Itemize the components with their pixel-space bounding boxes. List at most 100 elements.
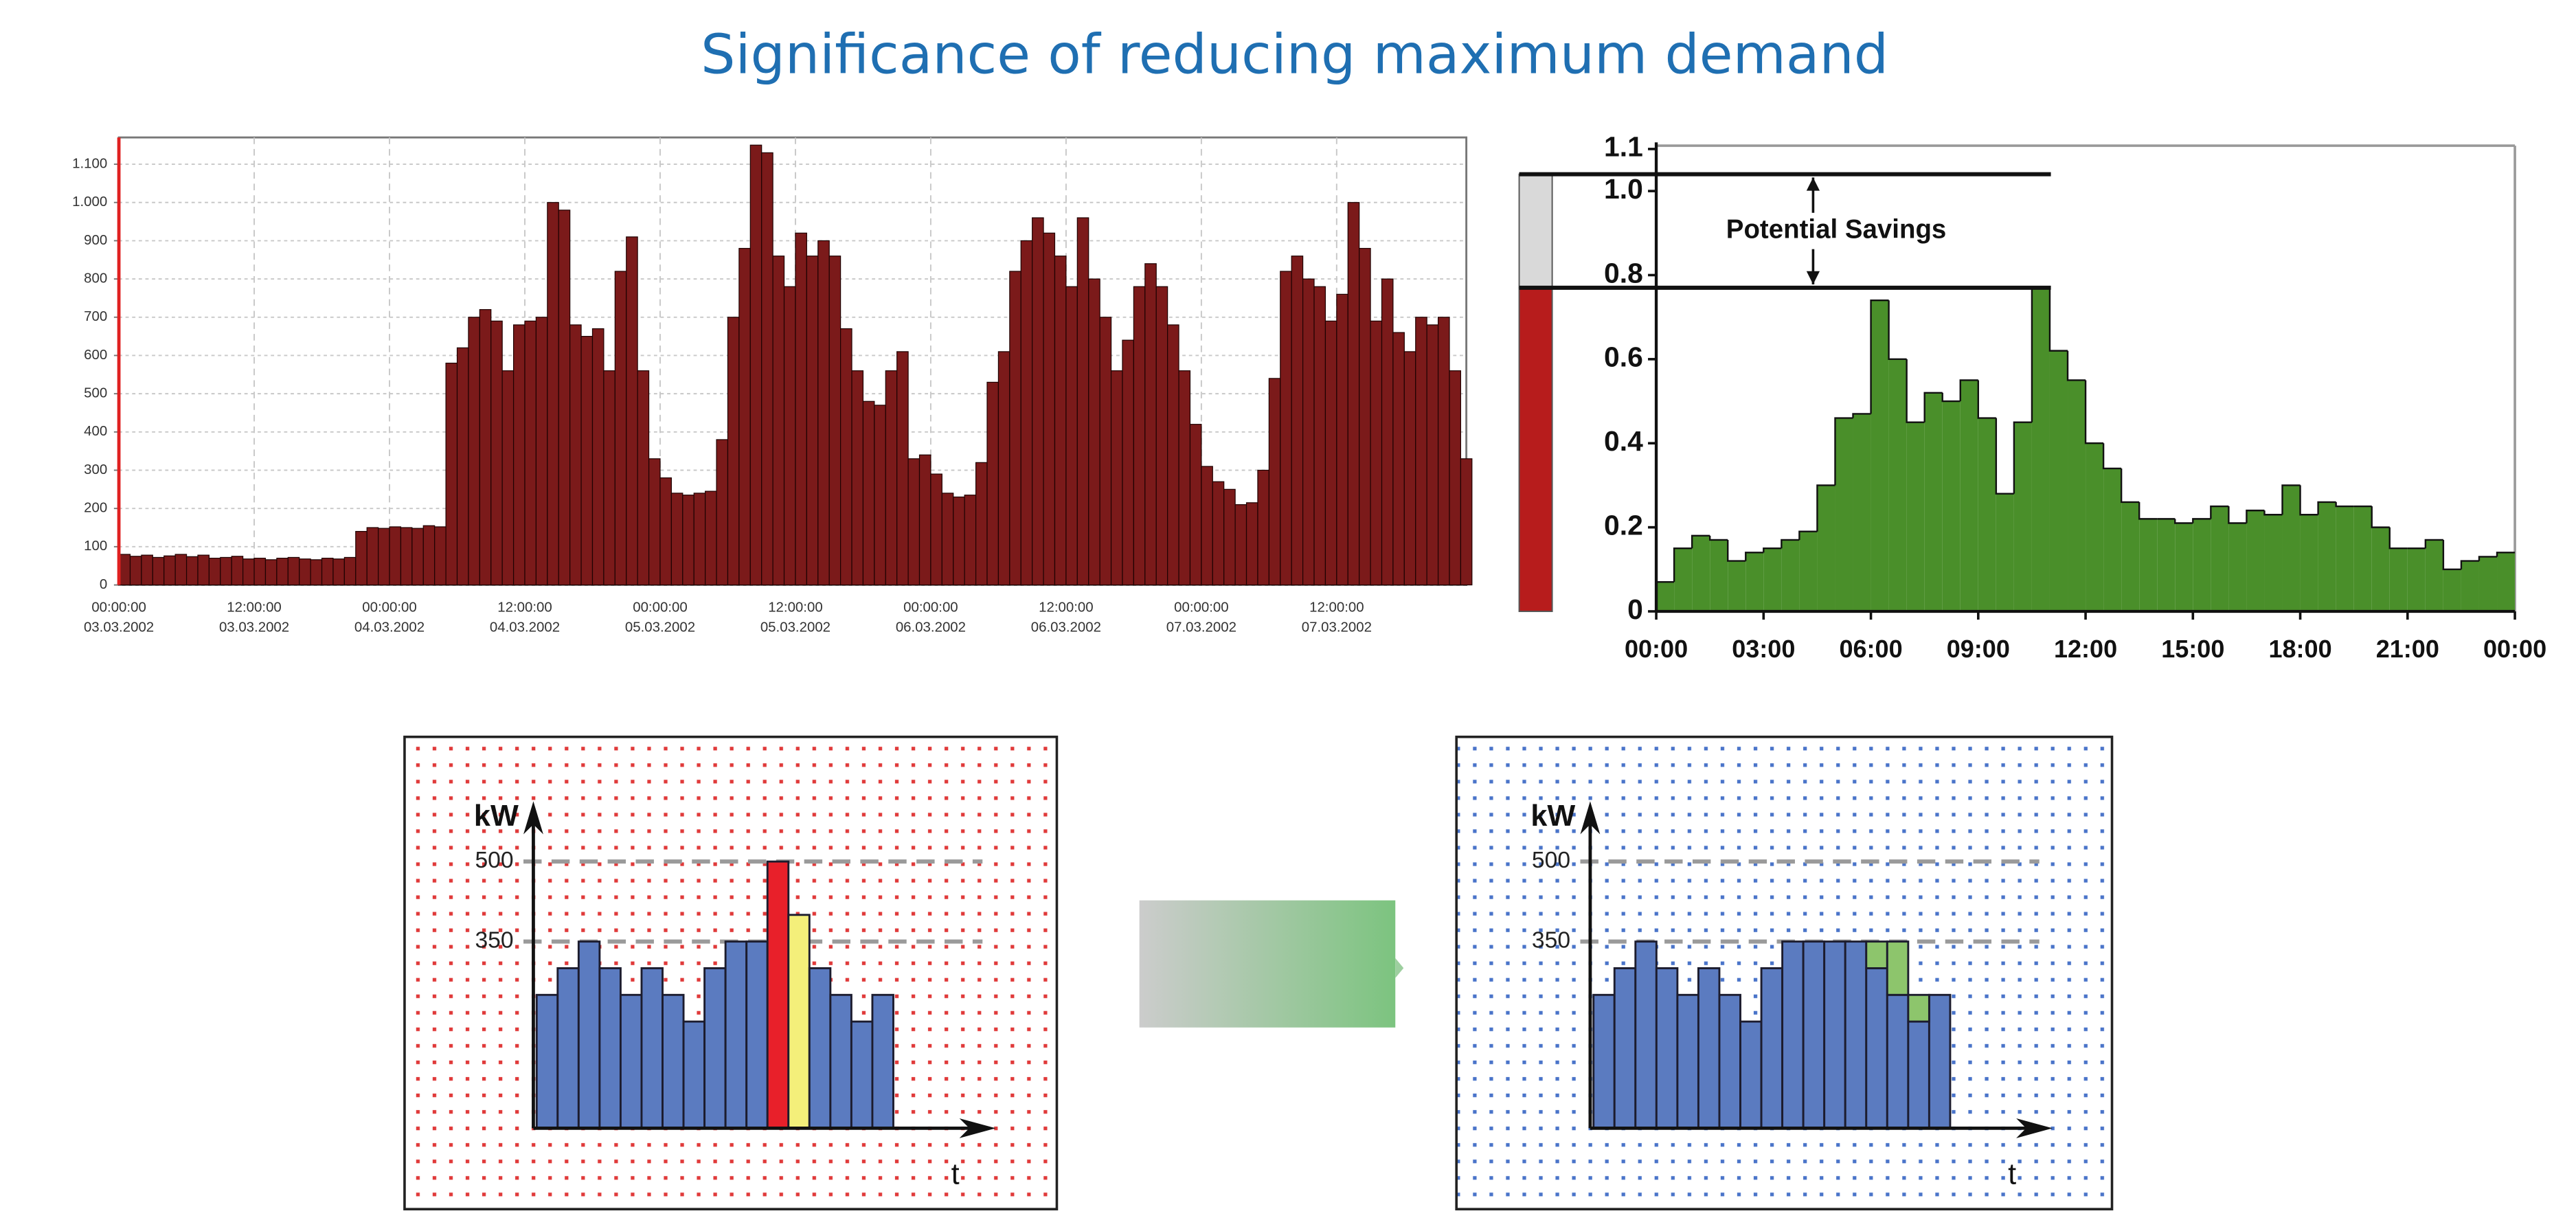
bar <box>389 526 402 586</box>
bar <box>310 559 323 586</box>
bar <box>1043 232 1056 586</box>
bar <box>343 556 357 586</box>
bar <box>724 940 748 1129</box>
y-tick-label: 350 <box>475 928 513 953</box>
bar <box>1167 324 1179 586</box>
bar <box>918 454 931 586</box>
x-tick-date: 05.03.2002 <box>760 620 831 635</box>
bar <box>1676 993 1699 1129</box>
bar <box>118 554 131 586</box>
bar <box>580 336 594 586</box>
x-tick-date: 05.03.2002 <box>625 620 695 635</box>
x-tick-label: 00:00:00 <box>362 600 416 616</box>
x-tick-label: 12:00:00 <box>1309 600 1364 616</box>
step-edge <box>2138 501 2158 520</box>
step-edge <box>2335 501 2354 508</box>
y-axis-arrow <box>1580 801 1601 835</box>
step-edge <box>2048 287 2068 352</box>
bar <box>637 370 650 586</box>
bar <box>1076 217 1089 586</box>
bar <box>445 362 458 586</box>
bar <box>1381 278 1394 586</box>
bar <box>1370 320 1383 586</box>
bar <box>850 1020 874 1129</box>
area-step <box>1817 485 1835 611</box>
step-edge <box>1708 535 1728 541</box>
area-step <box>1745 552 1764 611</box>
bar <box>1886 993 1910 1129</box>
step-edge <box>1977 380 1996 419</box>
bar <box>547 202 559 586</box>
savings-band <box>1518 173 1553 289</box>
area-step <box>1781 539 1800 611</box>
x-tick-label: 12:00:00 <box>1039 600 1094 616</box>
bar <box>1449 370 1462 586</box>
bar <box>468 317 480 586</box>
y-axis-label: kW <box>474 800 519 833</box>
area-step <box>2211 506 2229 611</box>
bar <box>242 558 255 586</box>
area-step <box>1871 300 1889 611</box>
y-tick-label: 0 <box>1627 594 1643 625</box>
arrow-body <box>1139 900 1396 1028</box>
x-tick-label: 00:00:00 <box>1174 600 1229 616</box>
step-edge <box>1816 484 1835 532</box>
step-edge <box>1781 539 1800 549</box>
area-step <box>2031 287 2050 611</box>
bar <box>185 556 199 586</box>
area-step <box>1942 401 1961 611</box>
bar <box>896 351 909 586</box>
transition-arrow <box>1139 900 1404 1028</box>
chart: Potential Savings 0 0.2 0.4 0.6 0.8 1.0 1.1 00:0… <box>1518 131 2546 663</box>
bar <box>411 528 424 586</box>
y-tick-label: 1.100 <box>72 156 107 171</box>
bar <box>1201 466 1213 586</box>
step-edge <box>1834 417 1853 486</box>
bar <box>953 496 965 586</box>
x-tick-label: 00:00 <box>2483 635 2546 663</box>
bar <box>716 439 729 586</box>
bar <box>907 458 920 586</box>
bar <box>1212 481 1225 586</box>
bar <box>577 940 601 1129</box>
bar <box>141 554 153 586</box>
step-edge <box>2192 518 2211 523</box>
bar <box>829 993 852 1129</box>
step-edge <box>1673 547 1693 583</box>
step-edge <box>2228 506 2247 524</box>
bar <box>1886 940 1910 996</box>
arrow-head <box>1806 177 1820 285</box>
step-edge <box>2478 556 2498 561</box>
area-step <box>1853 414 1871 611</box>
y-axis-arrow <box>523 801 543 835</box>
area-step <box>2336 506 2354 611</box>
bar <box>806 256 819 586</box>
y-tick-label: 900 <box>84 233 107 248</box>
bar <box>1280 271 1292 586</box>
bar <box>659 477 672 586</box>
area-step <box>2139 519 2158 611</box>
bar <box>1234 504 1247 586</box>
bar <box>787 914 811 1129</box>
bar <box>941 493 954 586</box>
area-step <box>2318 501 2336 611</box>
bar <box>208 557 221 586</box>
bar <box>964 495 977 586</box>
bar <box>614 271 627 586</box>
x-tick-date: 07.03.2002 <box>1166 620 1236 635</box>
bar <box>512 324 526 586</box>
bar <box>1392 332 1405 586</box>
x-tick-label: 06:00 <box>1839 635 1902 663</box>
bar <box>1133 286 1146 586</box>
x-tick-label: 00:00 <box>1625 635 1688 663</box>
y-tick-label: 400 <box>84 424 107 439</box>
bar <box>231 556 244 586</box>
bar <box>738 247 751 586</box>
bar <box>828 256 841 586</box>
y-tick-label: 700 <box>84 309 107 324</box>
area-step <box>1656 582 1675 611</box>
bar <box>648 458 661 586</box>
x-axis-arrow <box>959 1118 996 1138</box>
y-tick-label: 500 <box>1532 848 1570 873</box>
bar <box>598 967 622 1129</box>
